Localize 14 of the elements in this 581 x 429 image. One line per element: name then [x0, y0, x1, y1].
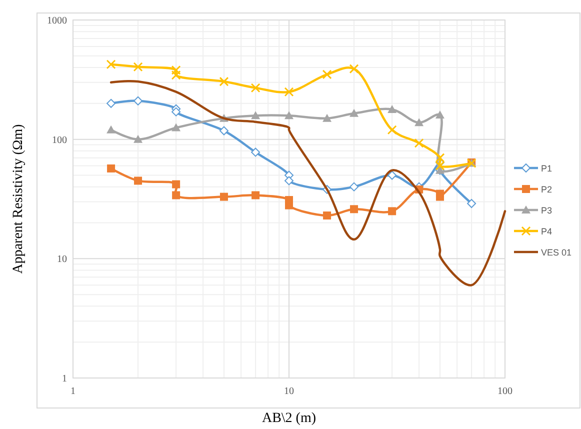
x-tick-label: 100 [498, 386, 512, 397]
legend-label: P2 [541, 184, 552, 194]
y-tick-label: 1000 [47, 16, 67, 26]
y-tick-label: 10 [57, 254, 67, 266]
legend-label: P4 [541, 226, 552, 236]
y-tick-label: 1 [62, 374, 67, 384]
legend-label: P1 [541, 164, 552, 174]
legend-label: VES 01 [541, 248, 572, 258]
y-axis-title: Apparent Resistivity (Ωm) [11, 124, 26, 274]
x-tick-label: 1 [70, 386, 76, 397]
legend-label: P3 [541, 206, 552, 216]
y-tick-label: 100 [52, 134, 67, 146]
x-tick-label: 10 [284, 386, 294, 397]
x-axis-title: AB\2 (m) [262, 411, 316, 426]
